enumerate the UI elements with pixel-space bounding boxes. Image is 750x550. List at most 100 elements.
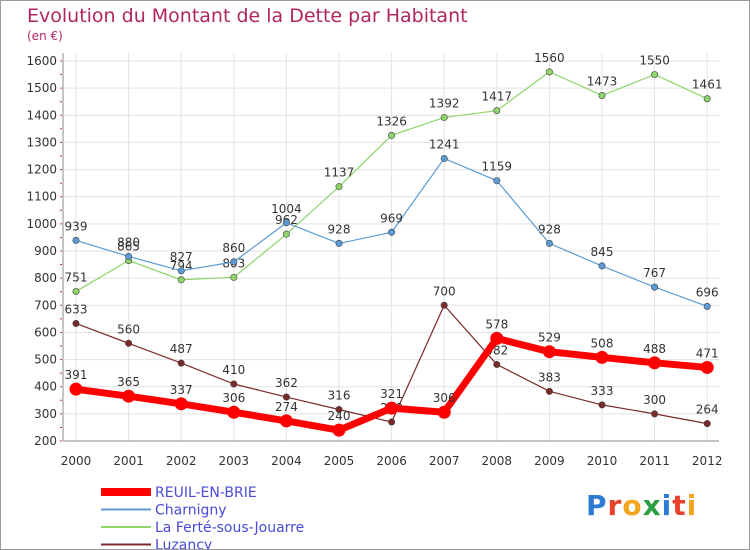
data-label: 1004 — [271, 202, 302, 216]
y-tick-label: 500 — [34, 353, 57, 367]
data-label: 365 — [117, 375, 140, 389]
x-tick-label: 2011 — [639, 454, 670, 468]
data-label: 1550 — [639, 54, 670, 68]
data-point — [125, 339, 133, 347]
data-point — [388, 131, 396, 139]
data-label: 487 — [170, 342, 193, 356]
data-label: 1560 — [534, 51, 565, 65]
data-point — [493, 360, 501, 368]
data-point — [72, 236, 80, 244]
data-point — [282, 230, 290, 238]
y-tick-label: 800 — [34, 271, 57, 285]
data-point — [122, 389, 136, 403]
x-tick-label: 2007 — [429, 454, 460, 468]
data-point — [230, 258, 238, 266]
x-tick-label: 2009 — [534, 454, 565, 468]
data-point — [598, 91, 606, 99]
data-point — [703, 420, 711, 428]
data-label: 928 — [538, 222, 561, 236]
x-tick-label: 2008 — [482, 454, 513, 468]
data-label: 391 — [65, 368, 88, 382]
data-label: 578 — [485, 317, 508, 331]
data-point — [332, 423, 346, 437]
data-label: 321 — [380, 387, 403, 401]
data-label: 1461 — [692, 78, 723, 92]
x-tick-label: 2010 — [587, 454, 618, 468]
y-tick-label: 900 — [34, 244, 57, 258]
x-tick-label: 2004 — [271, 454, 302, 468]
x-tick-label: 2003 — [219, 454, 250, 468]
data-label: 316 — [328, 389, 351, 403]
data-label: 410 — [222, 363, 245, 377]
data-point — [385, 401, 399, 415]
x-tick-label: 2005 — [324, 454, 355, 468]
data-point — [279, 414, 293, 428]
data-label: 264 — [696, 403, 719, 417]
data-point — [648, 356, 662, 370]
y-tick-label: 400 — [34, 380, 57, 394]
y-tick-label: 1200 — [26, 163, 57, 177]
data-point — [545, 239, 553, 247]
data-label: 880 — [117, 235, 140, 249]
data-point — [388, 228, 396, 236]
data-label: 337 — [170, 383, 193, 397]
data-point — [651, 410, 659, 418]
y-tick-label: 1300 — [26, 135, 57, 149]
data-point — [437, 405, 451, 419]
data-point — [598, 401, 606, 409]
data-label: 306 — [433, 391, 456, 405]
data-point — [545, 387, 553, 395]
data-label: 306 — [222, 391, 245, 405]
y-tick-label: 700 — [34, 298, 57, 312]
data-label: 508 — [591, 336, 614, 350]
y-tick-label: 200 — [34, 434, 57, 448]
data-label: 300 — [643, 393, 666, 407]
data-point — [493, 177, 501, 185]
data-label: 1137 — [324, 166, 355, 180]
data-point — [598, 262, 606, 270]
data-point — [72, 287, 80, 295]
data-label: 1159 — [482, 160, 513, 174]
data-label: 529 — [538, 331, 561, 345]
data-point — [177, 359, 185, 367]
data-point — [335, 239, 343, 247]
chart-subtitle: (en €) — [27, 29, 63, 43]
data-point — [230, 273, 238, 281]
data-point — [174, 397, 188, 411]
data-point — [177, 276, 185, 284]
data-point — [227, 405, 241, 419]
data-point — [440, 113, 448, 121]
proxiti-logo: Proxiti — [586, 489, 698, 522]
data-point — [440, 154, 448, 162]
data-label: 928 — [328, 222, 351, 236]
y-tick-label: 1400 — [26, 108, 57, 122]
data-label: 471 — [696, 346, 719, 360]
data-point — [282, 219, 290, 227]
legend-label: La Ferté-sous-Jouarre — [155, 520, 304, 536]
data-point — [651, 283, 659, 291]
legend-label: Luzancy — [155, 538, 212, 550]
data-point — [388, 418, 396, 426]
data-label: 240 — [328, 409, 351, 423]
data-point — [651, 71, 659, 79]
y-tick-label: 1600 — [26, 54, 57, 68]
data-point — [72, 319, 80, 327]
data-point — [335, 406, 343, 414]
data-label: 865 — [117, 240, 140, 254]
x-tick-label: 2012 — [692, 454, 723, 468]
x-tick-label: 2001 — [113, 454, 144, 468]
y-tick-label: 300 — [34, 407, 57, 421]
data-point — [335, 183, 343, 191]
data-label: 827 — [170, 250, 193, 264]
data-point — [177, 267, 185, 275]
data-label: 860 — [222, 241, 245, 255]
data-point — [282, 393, 290, 401]
data-point — [440, 301, 448, 309]
y-tick-label: 600 — [34, 325, 57, 339]
data-label: 488 — [643, 342, 666, 356]
data-label: 751 — [65, 270, 88, 284]
data-label: 939 — [65, 219, 88, 233]
data-label: 696 — [696, 285, 719, 299]
